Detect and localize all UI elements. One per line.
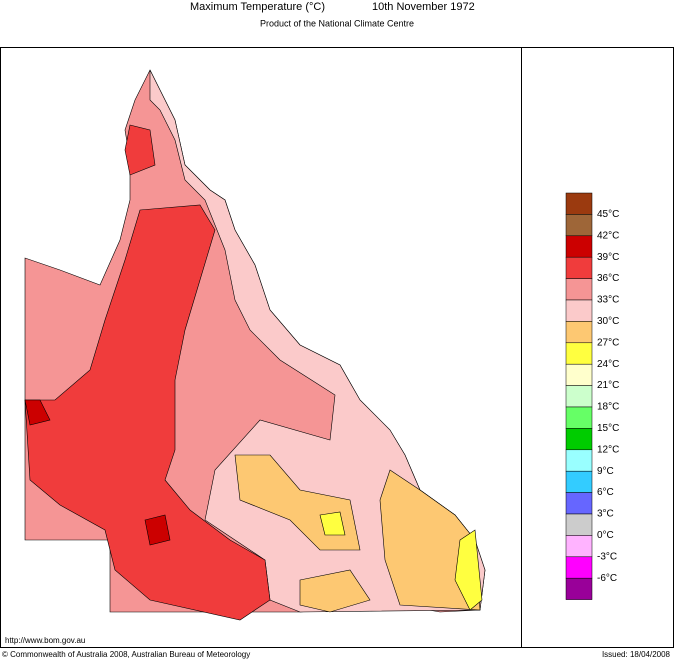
legend-label: 9°C [597, 466, 614, 477]
title: Maximum Temperature (°C) [190, 1, 325, 13]
legend-swatch [565, 535, 593, 558]
legend-swatch [565, 492, 593, 515]
legend-swatch [565, 214, 593, 237]
legend-label: -6°C [597, 573, 617, 584]
legend-label: 33°C [597, 295, 619, 306]
issued: Issued: 18/04/2008 [602, 650, 671, 659]
legend-swatch [565, 299, 593, 322]
legend-label: 6°C [597, 487, 614, 498]
legend-label: 45°C [597, 209, 619, 220]
legend-swatch [565, 556, 593, 579]
legend-label: 3°C [597, 509, 614, 520]
legend-label: 18°C [597, 402, 619, 413]
legend-swatch [565, 513, 593, 536]
legend-label: 27°C [597, 337, 619, 348]
legend-swatch [565, 342, 593, 365]
legend-label: 12°C [597, 444, 619, 455]
legend-label: 30°C [597, 316, 619, 327]
legend-swatch [565, 449, 593, 472]
legend-swatch [565, 577, 593, 600]
copyright: © Commonwealth of Australia 2008, Austra… [2, 650, 250, 659]
legend-swatch [565, 256, 593, 279]
legend-swatch [565, 192, 593, 215]
legend-label: 39°C [597, 252, 619, 263]
legend-swatch [565, 235, 593, 258]
legend-swatch [565, 428, 593, 451]
legend-label: 24°C [597, 359, 619, 370]
legend-label: 0°C [597, 530, 614, 541]
subtitle: Product of the National Climate Centre [260, 18, 414, 28]
legend-swatch [565, 385, 593, 408]
legend-label: -3°C [597, 551, 617, 562]
legend: 45°C 42°C 39°C 36°C 33°C 30°C 27°C 24°C 21°C 18°C… [565, 192, 619, 600]
date: 10th November 1972 [372, 1, 475, 13]
legend-swatch [565, 278, 593, 301]
legend-label: 15°C [597, 423, 619, 434]
legend-label: 21°C [597, 380, 619, 391]
legend-label: 36°C [597, 273, 619, 284]
legend-swatch [565, 321, 593, 344]
legend-label: 42°C [597, 230, 619, 241]
url: http://www.bom.gov.au [5, 636, 85, 645]
legend-swatch [565, 363, 593, 386]
legend-swatch [565, 470, 593, 493]
map [24, 69, 486, 621]
legend-swatch [565, 406, 593, 429]
